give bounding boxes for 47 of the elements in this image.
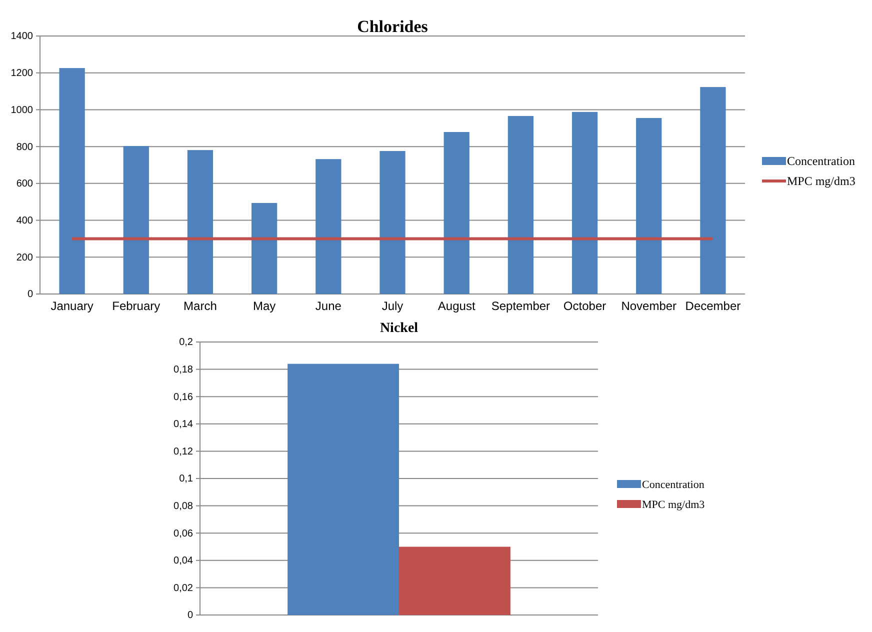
bar (700, 87, 726, 294)
bar (59, 68, 85, 294)
bar (636, 118, 662, 294)
bar (123, 146, 149, 294)
chart-title: Nickel (380, 321, 418, 336)
y-tick-label: 0 (27, 289, 34, 300)
y-tick-label: 0,12 (174, 446, 194, 458)
y-tick-label: 0,06 (174, 528, 194, 540)
bar (316, 159, 342, 294)
bar (572, 112, 598, 294)
x-tick-label: March (184, 299, 217, 314)
y-tick-label: 800 (16, 142, 34, 153)
x-tick-label: October (563, 299, 606, 314)
chart-title: Chlorides (357, 17, 428, 36)
bar (380, 150, 406, 294)
x-tick-label: July (382, 299, 404, 314)
legend-label: Concentration (642, 479, 705, 491)
y-tick-label: 0,18 (174, 364, 194, 376)
y-tick-label: 0,16 (174, 392, 194, 403)
legend-label: MPC mg/dm3 (642, 499, 706, 511)
x-tick-label: February (112, 299, 160, 314)
bar (508, 116, 534, 294)
x-tick-label: June (315, 299, 342, 314)
y-tick-label: 400 (16, 215, 34, 226)
x-tick-label: December (685, 299, 741, 314)
y-tick-label: 0,08 (174, 501, 194, 512)
bar (187, 150, 214, 294)
legend-label: MPC mg/dm3 (787, 174, 856, 188)
y-tick-label: 0,04 (174, 556, 194, 567)
x-tick-label: November (621, 299, 677, 314)
y-tick-label: 600 (16, 178, 34, 190)
y-tick-label: 1000 (10, 104, 34, 116)
y-tick-label: 200 (16, 252, 34, 264)
bar (444, 132, 470, 294)
y-tick-label: 1400 (10, 31, 34, 42)
x-tick-label: May (252, 299, 276, 314)
x-tick-label: September (491, 299, 550, 314)
y-tick-label: 0,2 (179, 337, 194, 348)
y-tick-label: 0 (187, 610, 194, 622)
legend-label: Concentration (787, 154, 855, 168)
x-tick-label: January (50, 299, 94, 314)
bar (252, 202, 278, 294)
x-tick-label: August (438, 299, 476, 314)
y-tick-label: 0,1 (179, 474, 194, 485)
y-tick-label: 0,14 (174, 419, 194, 430)
y-tick-label: 0,02 (174, 582, 194, 594)
y-tick-label: 1200 (10, 68, 34, 80)
